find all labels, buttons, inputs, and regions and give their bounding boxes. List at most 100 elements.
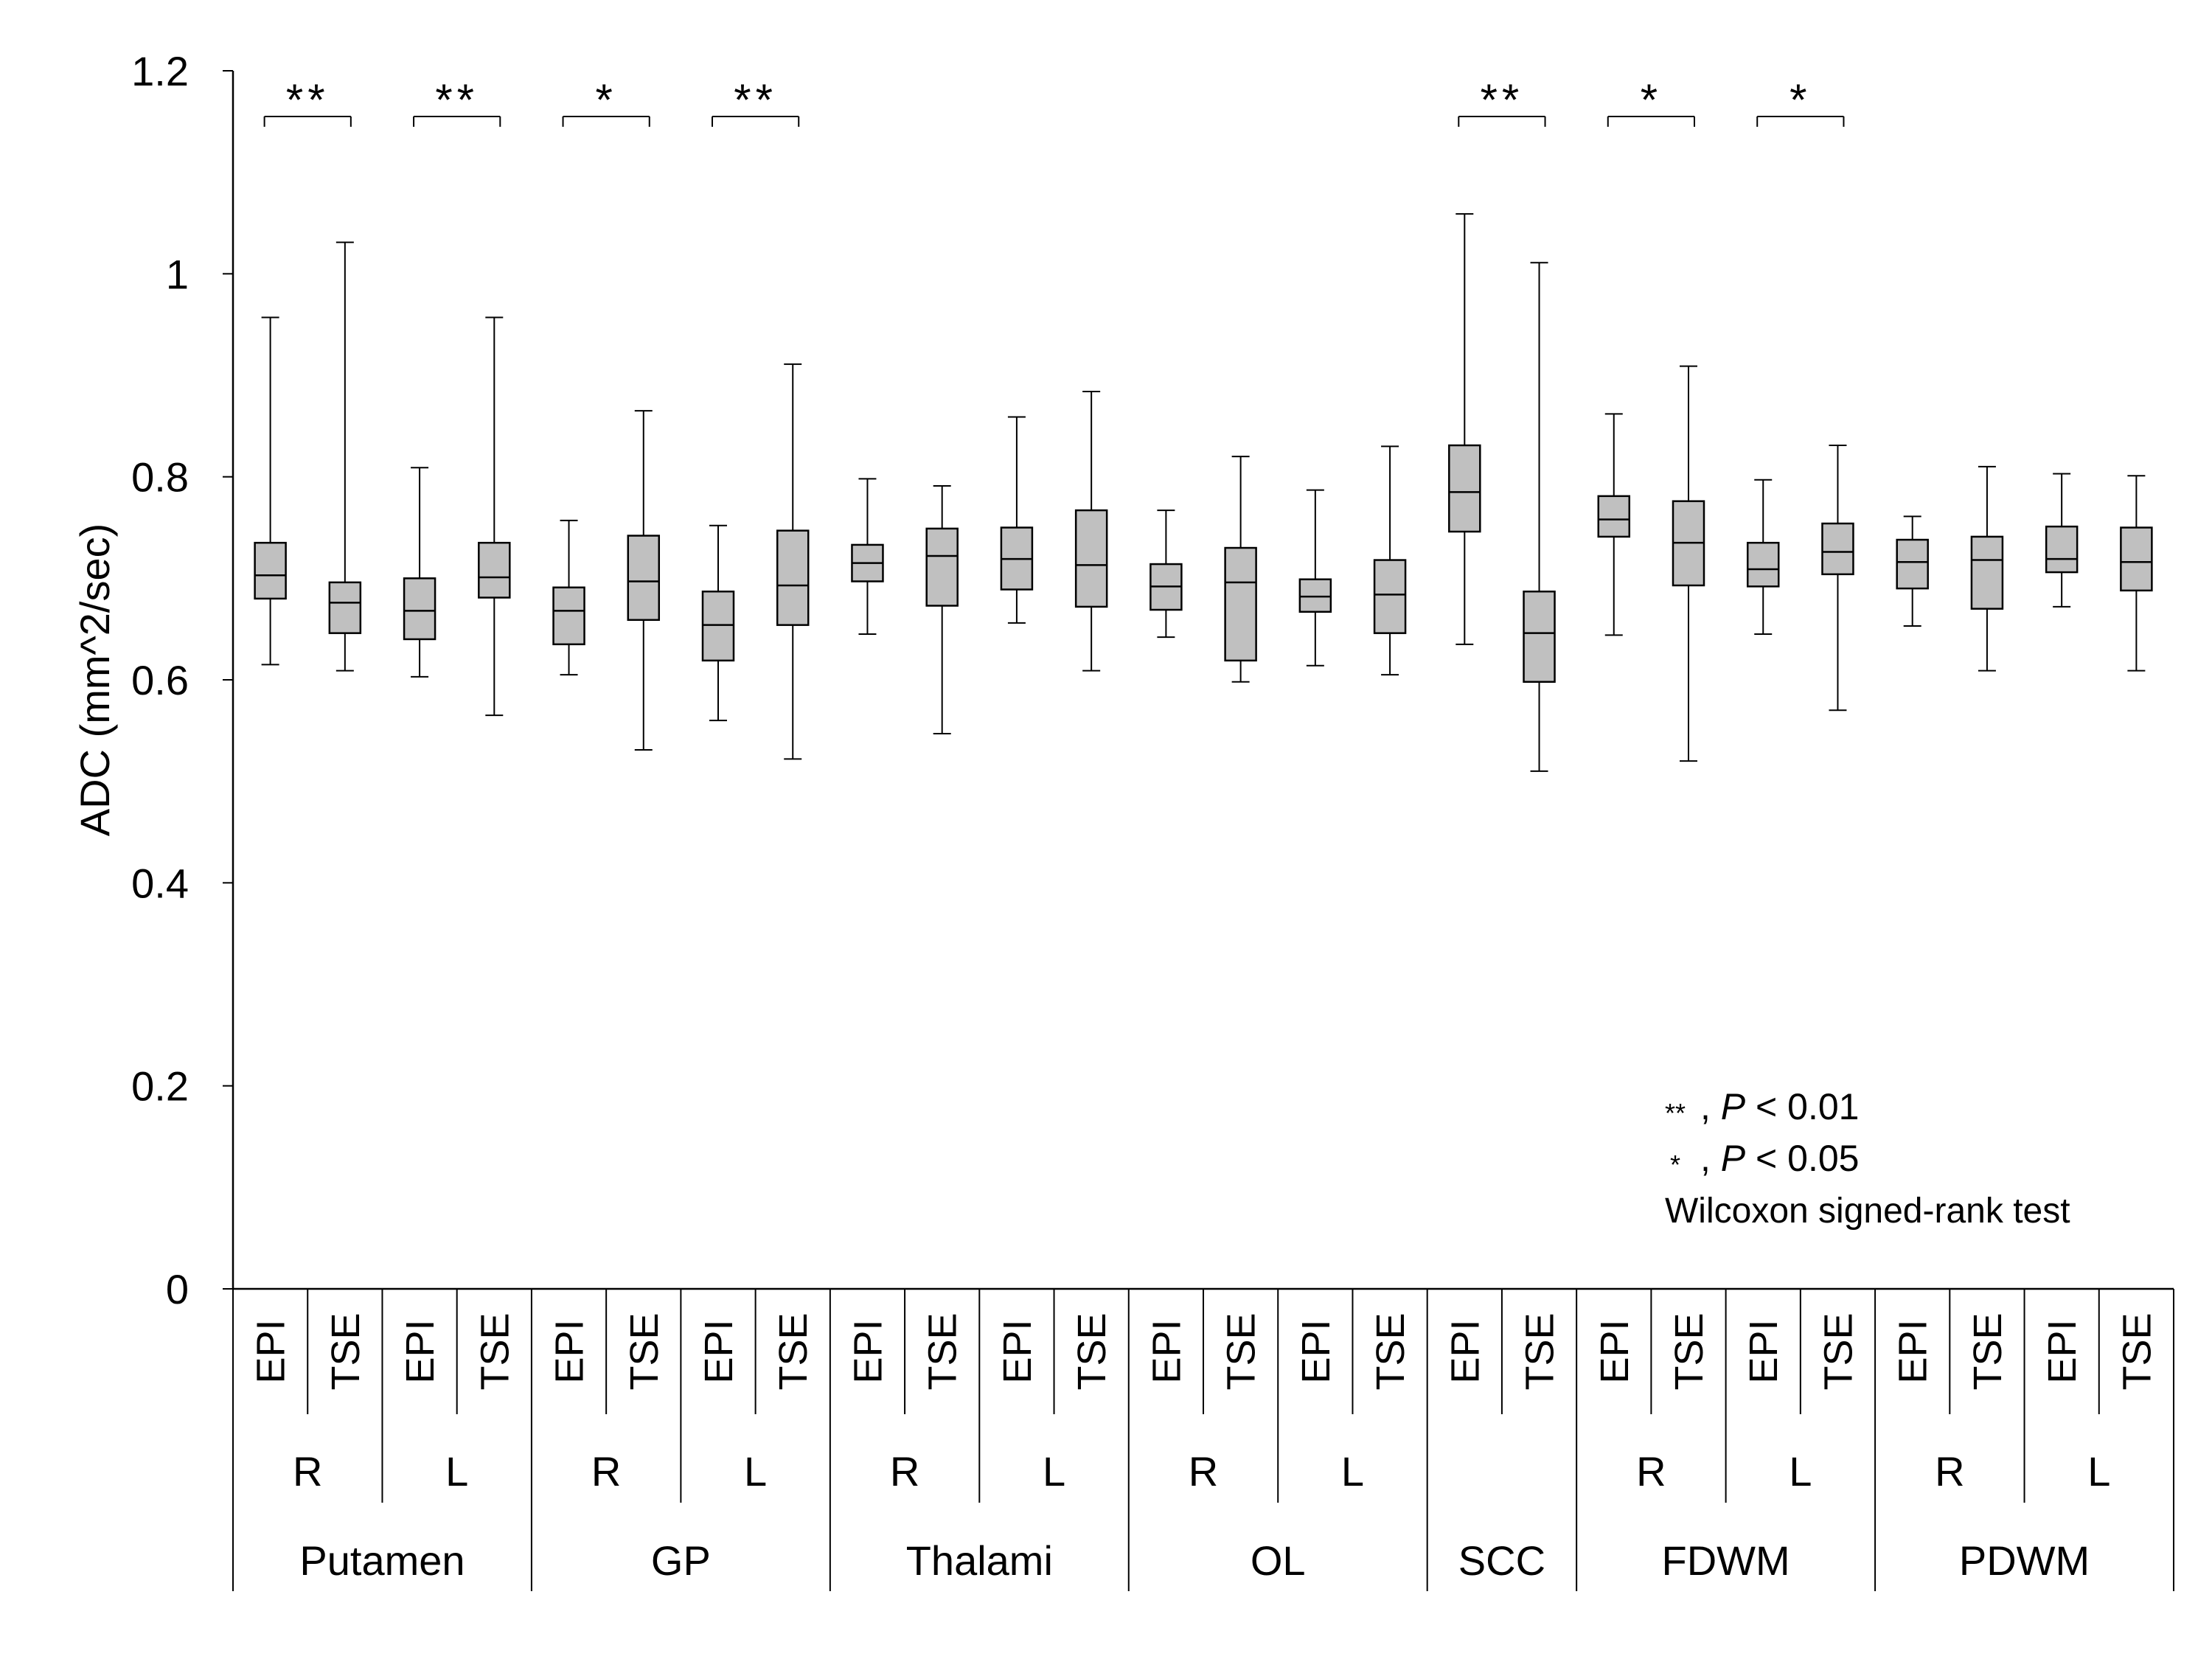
side-label-l: L [1789, 1448, 1812, 1495]
legend-test-name: Wilcoxon signed-rank test [1665, 1192, 2070, 1231]
method-label-group: TSE [921, 1312, 965, 1390]
method-label-group: EPI [846, 1319, 890, 1383]
side-label-r: R [1636, 1448, 1666, 1495]
box-iqr [328, 581, 362, 634]
box-iqr [1298, 578, 1332, 613]
box-1 [328, 241, 362, 672]
method-label-tse: TSE [324, 1312, 368, 1390]
box-iqr [1746, 541, 1780, 588]
method-label-epi: EPI [846, 1319, 890, 1383]
box-iqr [403, 577, 437, 641]
significance-stars: ** [734, 75, 777, 125]
side-label-r: R [591, 1448, 621, 1495]
side-label-l: L [744, 1448, 767, 1495]
box-iqr [1074, 509, 1108, 608]
box-iqr [1373, 559, 1407, 634]
method-label-group: TSE [771, 1312, 815, 1390]
box-12 [1150, 509, 1183, 639]
side-label-r: R [1189, 1448, 1218, 1495]
method-label-epi: EPI [697, 1319, 741, 1383]
box-iqr [1896, 538, 1929, 590]
method-label-group: EPI [1443, 1319, 1487, 1383]
significance-stars: ** [1481, 75, 1524, 125]
y-axis-title-group: ADC (mm^2/sec) [72, 524, 118, 837]
method-label-tse: TSE [921, 1312, 965, 1390]
box-20 [1746, 479, 1780, 636]
y-tick-label: 0.4 [131, 860, 189, 906]
method-label-tse: TSE [1816, 1312, 1860, 1390]
box-10 [1000, 416, 1034, 624]
box-iqr [552, 586, 585, 646]
method-label-group: TSE [1966, 1312, 2010, 1390]
box-25 [2120, 475, 2153, 672]
box-iqr [1224, 546, 1257, 662]
side-label-l: L [1341, 1448, 1364, 1495]
method-label-group: TSE [1667, 1312, 1711, 1390]
box-24 [2045, 473, 2079, 608]
significance-stars: * [1790, 75, 1811, 125]
method-label-group: TSE [1220, 1312, 1264, 1390]
box-iqr [1523, 590, 1556, 684]
method-label-tse: TSE [622, 1312, 667, 1390]
box-2 [403, 467, 437, 678]
legend-symbol: * [1670, 1150, 1680, 1180]
method-label-group: TSE [1368, 1312, 1413, 1390]
method-label-group: EPI [1891, 1319, 1935, 1383]
method-label-group: EPI [1593, 1319, 1637, 1383]
method-label-group: TSE [473, 1312, 517, 1390]
method-label-group: EPI [1144, 1319, 1189, 1383]
region-label: OL [1251, 1537, 1306, 1584]
method-label-epi: EPI [1294, 1319, 1338, 1383]
y-tick-label: 0.8 [131, 454, 189, 501]
method-label-group: TSE [1070, 1312, 1114, 1390]
y-tick-label: 0.2 [131, 1063, 189, 1110]
box-iqr [254, 541, 287, 600]
method-label-group: EPI [1742, 1319, 1786, 1383]
side-label-r: R [890, 1448, 919, 1495]
method-label-group: TSE [622, 1312, 667, 1390]
y-axis-title: ADC (mm^2/sec) [72, 524, 118, 837]
significance-bracket: ** [712, 75, 800, 127]
method-label-epi: EPI [1144, 1319, 1189, 1383]
method-label-epi: EPI [249, 1319, 293, 1383]
method-label-group: TSE [324, 1312, 368, 1390]
significance-bracket: ** [413, 75, 501, 127]
method-label-epi: EPI [2040, 1319, 2084, 1383]
significance-bracket: ** [1458, 75, 1546, 127]
box-iqr [701, 590, 735, 662]
method-label-group: EPI [1294, 1319, 1338, 1383]
box-16 [1448, 213, 1481, 645]
box-iqr [478, 541, 511, 599]
region-label: SCC [1458, 1537, 1545, 1584]
region-label: FDWM [1662, 1537, 1790, 1584]
box-11 [1074, 391, 1108, 672]
method-label-epi: EPI [398, 1319, 442, 1383]
box-iqr [1448, 444, 1481, 533]
box-18 [1597, 413, 1631, 636]
method-label-epi: EPI [995, 1319, 1040, 1383]
box-4 [552, 519, 585, 676]
box-7 [776, 363, 810, 760]
method-label-group: EPI [548, 1319, 592, 1383]
y-tick-label: 0.6 [131, 657, 189, 703]
method-label-group: TSE [2115, 1312, 2159, 1390]
legend-symbol: ** [1665, 1098, 1686, 1128]
method-label-epi: EPI [1891, 1319, 1935, 1383]
box-14 [1298, 489, 1332, 667]
box-22 [1896, 515, 1929, 627]
side-label-l: L [1043, 1448, 1065, 1495]
box-iqr [1821, 522, 1854, 576]
region-label: GP [651, 1537, 711, 1584]
significance-stars: ** [435, 75, 479, 125]
y-tick-label: 0 [166, 1266, 189, 1312]
box-0 [254, 316, 287, 666]
method-label-epi: EPI [1742, 1319, 1786, 1383]
method-label-tse: TSE [1667, 1312, 1711, 1390]
method-label-epi: EPI [548, 1319, 592, 1383]
method-label-tse: TSE [1368, 1312, 1413, 1390]
method-label-epi: EPI [1593, 1319, 1637, 1383]
significance-bracket: ** [263, 75, 352, 127]
method-label-group: EPI [2040, 1319, 2084, 1383]
box-6 [701, 524, 735, 722]
